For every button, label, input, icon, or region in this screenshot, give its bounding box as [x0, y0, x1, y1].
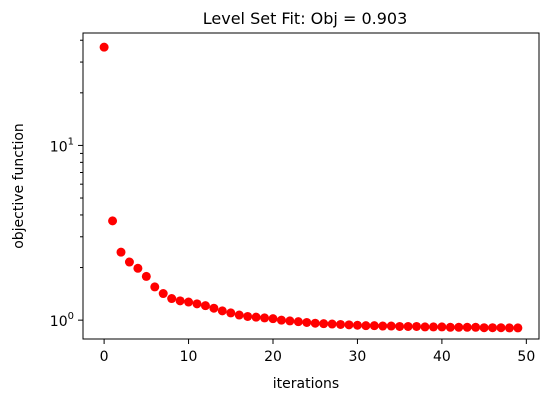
data-point — [369, 321, 379, 331]
data-point — [361, 321, 371, 331]
data-point — [260, 313, 270, 323]
plot-area — [99, 42, 523, 333]
data-point — [471, 322, 481, 332]
data-point — [319, 319, 329, 329]
x-tick-label: 50 — [517, 349, 535, 365]
data-point — [209, 303, 219, 313]
x-axis-label: iterations — [273, 376, 339, 392]
x-tick-label: 0 — [100, 349, 109, 365]
x-axis: 0 10 20 30 40 50 — [100, 339, 535, 365]
data-point — [496, 323, 506, 333]
data-point — [420, 322, 430, 332]
data-point — [395, 321, 405, 331]
data-point — [158, 289, 168, 299]
x-tick-label: 30 — [349, 349, 367, 365]
data-point — [141, 271, 151, 281]
data-point — [226, 308, 236, 318]
data-point — [192, 299, 202, 309]
data-point — [200, 301, 210, 311]
data-point — [243, 311, 253, 321]
data-point — [437, 322, 447, 332]
data-point — [327, 319, 337, 329]
data-point — [336, 319, 346, 329]
data-point — [251, 312, 261, 322]
data-point — [428, 322, 438, 332]
data-point — [454, 322, 464, 332]
x-tick-label: 40 — [433, 349, 451, 365]
data-point — [150, 282, 160, 292]
y-axis: 100 101 — [50, 39, 83, 330]
data-point — [167, 294, 177, 304]
data-point — [302, 317, 312, 327]
data-point — [268, 314, 278, 324]
data-point — [352, 320, 362, 330]
y-tick-label: 101 — [50, 136, 74, 155]
data-point — [99, 42, 109, 52]
x-tick-label: 10 — [180, 349, 198, 365]
data-point — [293, 317, 303, 327]
data-point — [403, 321, 413, 331]
data-point — [378, 321, 388, 331]
axes-frame — [82, 32, 540, 340]
data-point — [184, 297, 194, 307]
data-point — [234, 310, 244, 320]
y-axis-label: objective function — [11, 123, 27, 249]
data-point — [276, 315, 286, 325]
data-point — [310, 318, 320, 328]
chart-title: Level Set Fit: Obj = 0.903 — [203, 9, 408, 28]
data-point — [116, 247, 126, 257]
data-point — [217, 306, 227, 316]
data-point — [133, 263, 143, 273]
data-point — [108, 216, 118, 226]
data-point — [285, 316, 295, 326]
data-point — [504, 323, 514, 333]
x-tick-label: 20 — [264, 349, 282, 365]
data-point — [344, 320, 354, 330]
data-point — [175, 296, 185, 306]
data-point — [412, 321, 422, 331]
y-tick-label: 100 — [50, 311, 74, 330]
data-point — [386, 321, 396, 331]
data-point — [488, 323, 498, 333]
data-point — [124, 257, 134, 267]
data-point — [445, 322, 455, 332]
data-point — [479, 323, 489, 333]
data-point — [513, 323, 523, 333]
data-point — [462, 322, 472, 332]
